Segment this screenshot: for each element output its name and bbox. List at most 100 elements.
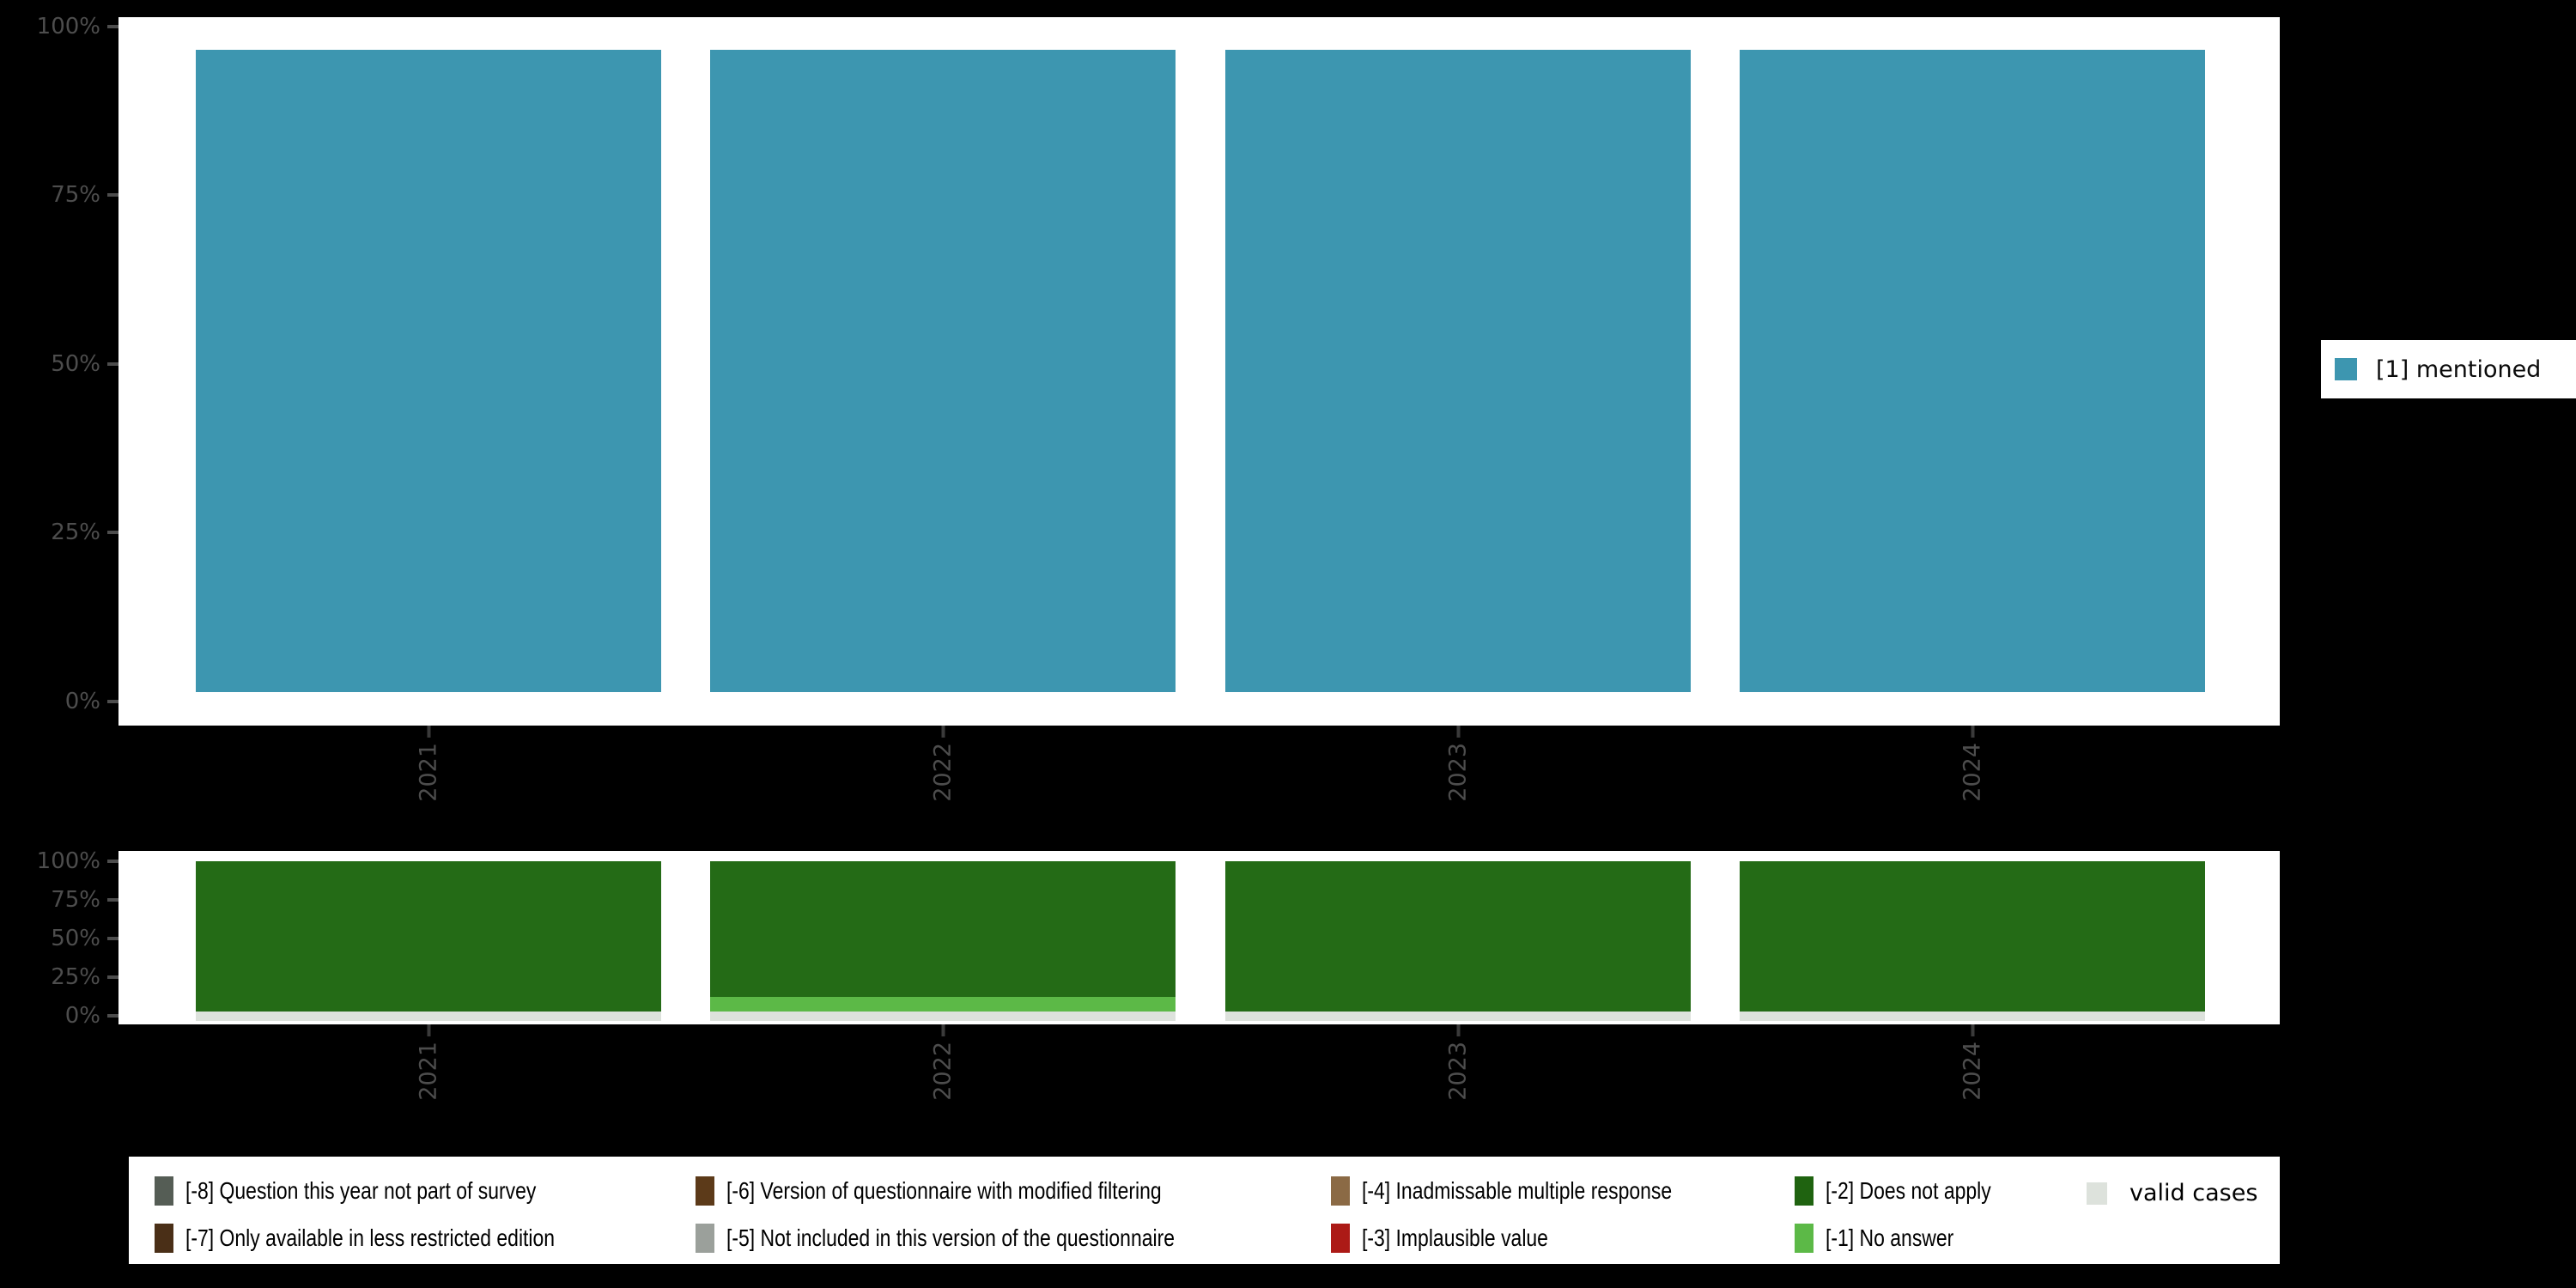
legend-item-valid-cases[interactable]: valid cases [2087,1180,2257,1206]
legend-column-2: [-6] Version of questionnaire with modif… [696,1157,1331,1264]
legend-item-minus1[interactable]: [-1] No answer [1795,1224,1982,1253]
missing-bar-2024[interactable] [1740,861,2205,1021]
x-tick-mark [1971,726,1974,738]
y-tick-label: 75% [51,887,100,913]
y-tick-25: 25% [51,964,118,990]
y-tick-100: 100% [37,848,118,874]
segment-valid-cases [1225,1012,1691,1021]
legend-swatch-mentioned [2335,358,2357,380]
x-tick-label: 2023 [1444,1042,1472,1101]
x-tick-mark [1456,1024,1460,1036]
y-tick-mark [107,860,118,863]
x-tick-2021: 2021 [416,1024,442,1101]
legend-item-minus6[interactable]: [-6] Version of questionnaire with modif… [696,1176,1257,1206]
x-tick-mark [427,726,430,738]
x-tick-label: 2023 [1444,743,1472,802]
legend-label-minus1: [-1] No answer [1826,1224,1954,1251]
legend-item-minus3[interactable]: [-3] Implausible value [1331,1224,1589,1253]
y-tick-mark [107,531,118,534]
x-tick-label: 2021 [415,743,442,802]
segment-valid-cases [1740,1012,2205,1021]
y-tick-label: 50% [51,926,100,951]
legend-label-minus5: [-5] Not included in this version of the… [726,1224,1176,1251]
missing-bar-2021[interactable] [196,861,661,1021]
series-legend[interactable]: [1] mentioned [2321,340,2576,398]
missing-bar-2023[interactable] [1225,861,1691,1021]
y-tick-label: 75% [51,182,100,208]
legend-label-minus3: [-3] Implausible value [1362,1224,1548,1251]
legend-swatch-minus6 [696,1176,714,1206]
x-tick-2022: 2022 [930,1024,957,1101]
legend-item-minus8[interactable]: [-8] Question this year not part of surv… [155,1176,613,1206]
y-tick-label: 25% [51,964,100,990]
legend-label-minus8: [-8] Question this year not part of surv… [185,1177,537,1204]
y-tick-mark [107,362,118,366]
x-tick-mark [941,1024,945,1036]
x-tick-label: 2024 [1959,743,1986,802]
y-tick-100: 100% [37,14,118,39]
segment-valid-cases [710,1012,1176,1021]
segment-does-not-apply [196,861,661,1012]
x-tick-label: 2024 [1959,1042,1986,1101]
y-tick-mark [107,898,118,902]
x-tick-label: 2021 [415,1042,442,1101]
y-tick-label: 0% [64,1003,100,1029]
y-tick-0: 0% [65,689,118,714]
segment-does-not-apply [1225,861,1691,1012]
legend-label-minus6: [-6] Version of questionnaire with modif… [726,1177,1162,1204]
legend-swatch-minus5 [696,1224,714,1253]
legend-column-4: [-2] Does not apply [-1] No answer [1795,1157,2069,1264]
x-tick-2024: 2024 [1959,726,1986,802]
y-tick-75: 75% [51,182,118,208]
missing-values-legend[interactable]: [-8] Question this year not part of surv… [129,1157,2280,1264]
y-tick-50: 50% [51,926,118,951]
y-tick-50: 50% [51,351,118,377]
x-tick-mark [427,1024,430,1036]
x-tick-2023: 2023 [1445,726,1472,802]
segment-valid-cases [196,1012,661,1021]
legend-swatch-minus8 [155,1176,173,1206]
y-tick-label: 100% [36,848,100,874]
y-tick-label: 100% [36,14,100,39]
legend-label-minus4: [-4] Inadmissable multiple response [1362,1177,1673,1204]
legend-item-minus5[interactable]: [-5] Not included in this version of the… [696,1224,1273,1253]
legend-swatch-minus2 [1795,1176,1814,1206]
legend-label-minus2: [-2] Does not apply [1826,1177,1991,1204]
bar-2024[interactable] [1740,50,2205,692]
legend-swatch-minus1 [1795,1224,1814,1253]
legend-swatch-minus7 [155,1224,173,1253]
missing-bar-2022[interactable] [710,861,1176,1021]
y-tick-label: 50% [51,351,100,377]
legend-item-minus7[interactable]: [-7] Only available in less restricted e… [155,1224,635,1253]
x-tick-2023: 2023 [1445,1024,1472,1101]
legend-item-minus2[interactable]: [-2] Does not apply [1795,1176,2027,1206]
segment-does-not-apply [710,861,1176,997]
y-tick-label: 0% [64,689,100,714]
y-tick-0: 0% [65,1003,118,1029]
legend-label-valid-cases: valid cases [2129,1180,2258,1206]
bar-2023[interactable] [1225,50,1691,692]
y-tick-25: 25% [51,519,118,545]
legend-label-minus7: [-7] Only available in less restricted e… [185,1224,556,1251]
x-tick-mark [1456,726,1460,738]
y-tick-mark [107,25,118,28]
bar-2022[interactable] [710,50,1176,692]
legend-item-minus4[interactable]: [-4] Inadmissable multiple response [1331,1176,1740,1206]
bar-2021[interactable] [196,50,661,692]
legend-label-mentioned: [1] mentioned [2376,355,2542,383]
legend-swatch-minus3 [1331,1224,1350,1253]
legend-column-1: [-8] Question this year not part of surv… [155,1157,661,1264]
x-tick-2024: 2024 [1959,1024,1986,1101]
segment-no-answer [710,997,1176,1012]
x-tick-label: 2022 [929,1042,957,1101]
legend-column-3: [-4] Inadmissable multiple response [-3]… [1331,1157,1795,1264]
main-chart-y-axis: 100% 75% 50% 25% 0% [0,14,118,726]
x-tick-2021: 2021 [416,726,442,802]
y-tick-mark [107,975,118,979]
y-tick-mark [107,937,118,940]
legend-swatch-valid-cases [2087,1182,2107,1205]
legend-column-5: valid cases [2087,1157,2275,1264]
x-tick-label: 2022 [929,743,957,802]
x-tick-mark [941,726,945,738]
y-tick-75: 75% [51,887,118,913]
